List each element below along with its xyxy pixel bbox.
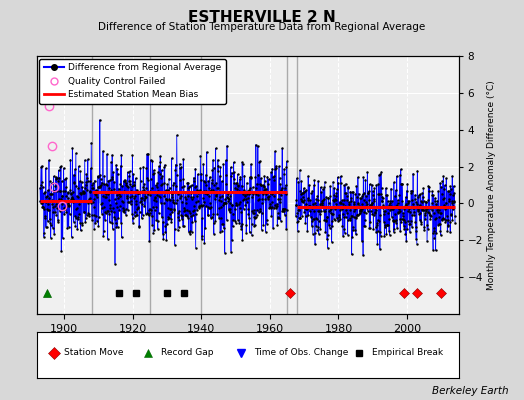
Text: Station Move: Station Move: [64, 348, 124, 357]
Text: Difference of Station Temperature Data from Regional Average: Difference of Station Temperature Data f…: [99, 22, 425, 32]
Text: Time of Obs. Change: Time of Obs. Change: [254, 348, 348, 357]
Text: ESTHERVILLE 2 N: ESTHERVILLE 2 N: [188, 10, 336, 25]
Y-axis label: Monthly Temperature Anomaly Difference (°C): Monthly Temperature Anomaly Difference (…: [487, 80, 496, 290]
Text: Record Gap: Record Gap: [161, 348, 214, 357]
Text: Empirical Break: Empirical Break: [372, 348, 443, 357]
Legend: Difference from Regional Average, Quality Control Failed, Estimated Station Mean: Difference from Regional Average, Qualit…: [39, 59, 226, 104]
Text: Berkeley Earth: Berkeley Earth: [432, 386, 508, 396]
